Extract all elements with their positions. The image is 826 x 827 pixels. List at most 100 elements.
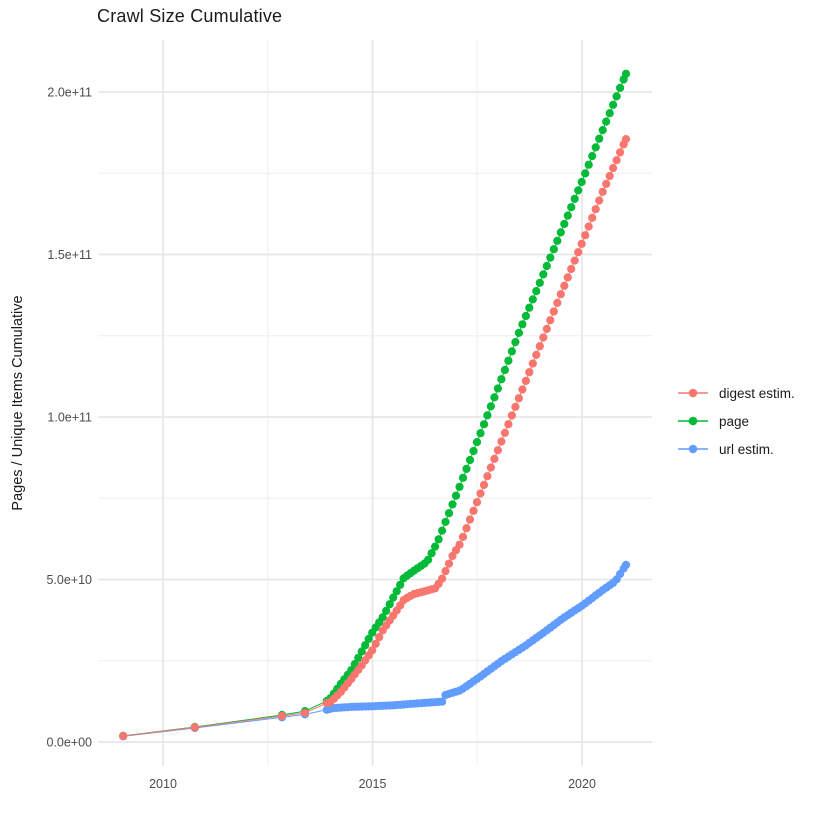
data-point-digest-estim	[528, 359, 537, 368]
data-point-digest-estim	[577, 239, 586, 248]
data-point-page	[354, 653, 363, 662]
data-point-page	[602, 117, 611, 126]
data-point-digest-estim	[493, 446, 502, 455]
data-point-digest-estim	[556, 290, 565, 299]
data-point-page	[493, 384, 502, 393]
legend-key-digest-estim	[678, 388, 708, 398]
legend-key-point	[688, 444, 698, 454]
data-point-digest-estim	[549, 307, 558, 316]
data-point-page	[514, 328, 524, 337]
data-point-page	[479, 420, 489, 429]
data-point-digest-estim	[500, 428, 509, 437]
data-point-page	[612, 92, 621, 101]
data-point-digest-estim	[119, 731, 128, 741]
data-point-digest-estim	[486, 463, 495, 472]
data-point-digest-estim	[497, 437, 506, 446]
data-point-page	[434, 535, 443, 544]
data-point-page	[574, 186, 583, 195]
data-point-page	[389, 593, 398, 602]
data-point-digest-estim	[476, 489, 485, 498]
data-point-digest-estim	[560, 281, 569, 290]
data-point-page	[598, 126, 607, 135]
data-point-page	[448, 500, 457, 509]
y-tick-label: 5.0e+10	[46, 573, 92, 587]
y-tick-label: 2.0e+11	[47, 86, 92, 100]
data-point-page	[532, 287, 541, 296]
y-tick-label: 0.0e+00	[46, 736, 92, 750]
data-point-digest-estim	[368, 646, 377, 655]
data-point-page	[472, 438, 482, 447]
x-tick-label: 2015	[359, 777, 387, 791]
data-point-page	[507, 347, 516, 356]
data-point-digest-estim	[300, 708, 310, 717]
data-point-page	[451, 491, 461, 500]
legend-key-point	[688, 388, 698, 398]
legend-key-url-estim	[678, 444, 708, 454]
data-point-digest-estim	[567, 264, 576, 274]
data-point-digest-estim	[584, 222, 593, 231]
data-point-page	[361, 641, 370, 650]
data-point-digest-estim	[438, 574, 447, 583]
data-point-digest-estim	[455, 540, 464, 549]
data-point-digest-estim	[574, 248, 583, 257]
series-digest-estim	[119, 135, 631, 741]
data-point-page	[396, 580, 405, 589]
data-point-digest-estim	[511, 402, 520, 411]
data-point-page	[504, 356, 513, 365]
data-point-digest-estim	[525, 368, 534, 377]
data-point-page	[511, 338, 520, 347]
data-point-page	[490, 393, 499, 402]
data-point-page	[584, 160, 593, 169]
data-point-page	[427, 549, 436, 558]
data-point-page	[605, 109, 614, 118]
legend-item-page: page	[676, 407, 795, 435]
data-point-digest-estim	[598, 187, 607, 196]
x-tick-label: 2010	[149, 777, 177, 791]
data-point-page	[542, 261, 551, 271]
data-point-digest-estim	[507, 411, 516, 420]
data-point-digest-estim	[581, 231, 590, 240]
data-point-page	[378, 613, 387, 622]
data-point-page	[621, 69, 631, 78]
data-point-digest-estim	[441, 567, 450, 576]
data-point-page	[570, 194, 579, 203]
y-tick-label: 1.5e+11	[47, 248, 92, 262]
legend-item-url-estim: url estim.	[676, 435, 795, 463]
data-point-page	[500, 365, 509, 375]
data-point-digest-estim	[595, 196, 604, 205]
data-point-page	[455, 482, 464, 491]
data-point-digest-estim	[616, 148, 625, 157]
data-point-digest-estim	[588, 213, 597, 222]
data-point-digest-estim	[479, 480, 489, 489]
data-point-page	[539, 270, 548, 279]
legend-label: page	[719, 413, 750, 429]
data-point-digest-estim	[371, 639, 380, 648]
data-point-page	[567, 203, 576, 212]
data-point-page	[609, 100, 618, 109]
legend-label: url estim.	[719, 441, 774, 457]
data-point-page	[581, 169, 590, 178]
data-point-digest-estim	[521, 376, 531, 385]
data-point-page	[497, 375, 506, 384]
data-point-page	[588, 152, 597, 161]
data-point-page	[553, 236, 562, 245]
data-point-digest-estim	[542, 324, 551, 333]
legend-item-digest-estim: digest estim.	[676, 379, 795, 407]
data-point-digest-estim	[458, 532, 468, 542]
data-point-page	[465, 455, 475, 465]
x-tick-label: 2020	[568, 777, 596, 791]
data-point-page	[357, 647, 366, 656]
data-point-digest-estim	[591, 205, 600, 214]
data-point-page	[476, 429, 485, 438]
data-point-page	[518, 320, 527, 329]
data-point-page	[444, 509, 454, 518]
data-point-digest-estim	[277, 711, 287, 721]
data-point-page	[424, 555, 433, 564]
data-point-digest-estim	[514, 394, 524, 403]
data-point-page	[528, 295, 537, 304]
data-point-page	[549, 245, 558, 254]
data-point-page	[385, 600, 394, 609]
data-point-page	[441, 517, 450, 527]
